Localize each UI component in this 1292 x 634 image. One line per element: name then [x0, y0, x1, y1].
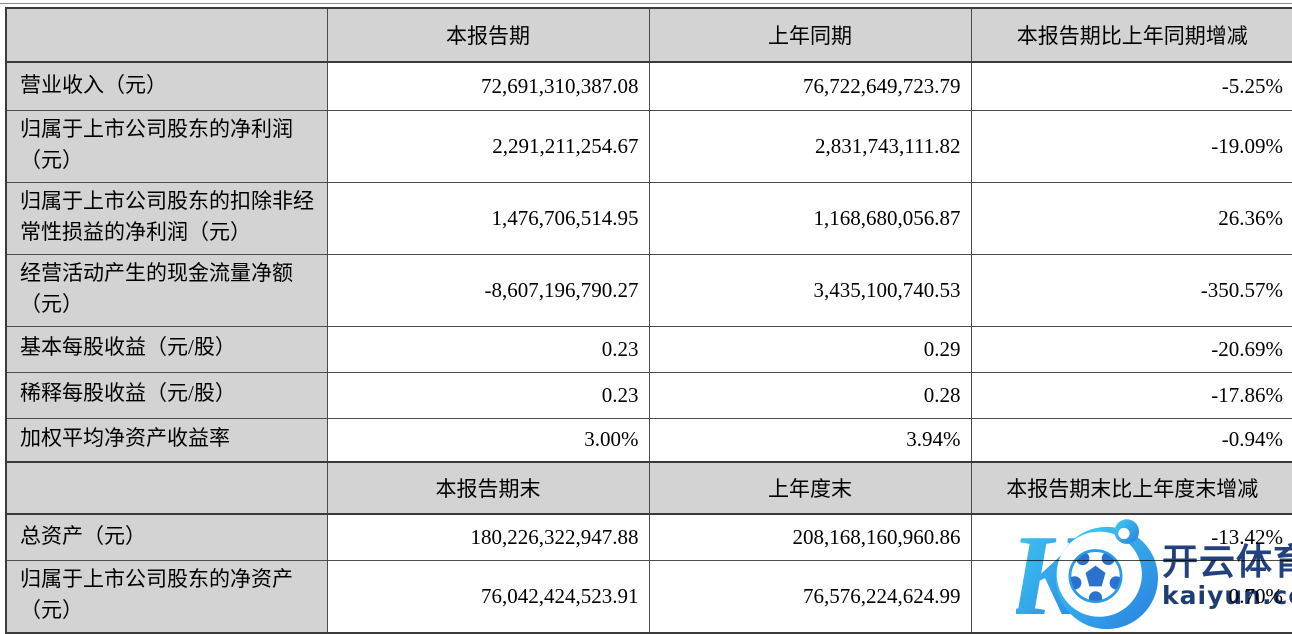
change-value-cell: -17.86% [970, 371, 1292, 419]
change-value-cell: 0.70% [970, 559, 1292, 634]
current-value-cell: 72,691,310,387.08 [326, 61, 650, 111]
current-value-cell: 2,291,211,254.67 [326, 109, 650, 183]
period-end-header-row: 本报告期末 上年度末 本报告期末比上年度末增减 [5, 461, 1292, 515]
table-row: 总资产（元） 180,226,322,947.88 208,168,160,96… [5, 513, 1292, 561]
row-label-cell: 归属于上市公司股东的净利润（元） [5, 109, 328, 183]
row-label-cell: 总资产（元） [5, 513, 328, 561]
change-value-cell: -350.57% [970, 253, 1292, 327]
table-row: 经营活动产生的现金流量净额（元） -8,607,196,790.27 3,435… [5, 253, 1292, 327]
row-label-cell: 稀释每股收益（元/股） [5, 371, 328, 419]
current-value-cell: -8,607,196,790.27 [326, 253, 650, 327]
header-prior-year-end: 上年度末 [648, 461, 972, 515]
change-value-cell: -13.42% [970, 513, 1292, 561]
row-label-cell: 营业收入（元） [5, 61, 328, 111]
header-corner-cell [5, 461, 328, 515]
change-value-cell: 26.36% [970, 181, 1292, 255]
current-value-cell: 1,476,706,514.95 [326, 181, 650, 255]
table-row: 稀释每股收益（元/股） 0.23 0.28 -17.86% [5, 371, 1292, 419]
table-row: 归属于上市公司股东的净利润（元） 2,291,211,254.67 2,831,… [5, 109, 1292, 183]
row-label-cell: 加权平均净资产收益率 [5, 417, 328, 463]
prior-value-cell: 0.29 [648, 325, 972, 373]
header-current-period-end: 本报告期末 [326, 461, 650, 515]
prior-value-cell: 3.94% [648, 417, 972, 463]
row-label-cell: 基本每股收益（元/股） [5, 325, 328, 373]
period-header-row: 本报告期 上年同期 本报告期比上年同期增减 [5, 7, 1292, 63]
header-period-end-change: 本报告期末比上年度末增减 [970, 461, 1292, 515]
change-value-cell: -19.09% [970, 109, 1292, 183]
current-value-cell: 3.00% [326, 417, 650, 463]
row-label-cell: 经营活动产生的现金流量净额（元） [5, 253, 328, 327]
prior-value-cell: 76,576,224,624.99 [648, 559, 972, 634]
header-period-change: 本报告期比上年同期增减 [970, 7, 1292, 63]
table-row: 营业收入（元） 72,691,310,387.08 76,722,649,723… [5, 61, 1292, 111]
table-row: 基本每股收益（元/股） 0.23 0.29 -20.69% [5, 325, 1292, 373]
prior-value-cell: 2,831,743,111.82 [648, 109, 972, 183]
financial-summary-table: 本报告期 上年同期 本报告期比上年同期增减 营业收入（元） 72,691,310… [5, 7, 1292, 634]
current-value-cell: 180,226,322,947.88 [326, 513, 650, 561]
row-label-cell: 归属于上市公司股东的扣除非经常性损益的净利润（元） [5, 181, 328, 255]
row-label-cell: 归属于上市公司股东的净资产（元） [5, 559, 328, 634]
prior-value-cell: 3,435,100,740.53 [648, 253, 972, 327]
page-top-rule [0, 3, 1292, 4]
prior-value-cell: 208,168,160,960.86 [648, 513, 972, 561]
current-value-cell: 0.23 [326, 325, 650, 373]
change-value-cell: -20.69% [970, 325, 1292, 373]
prior-value-cell: 76,722,649,723.79 [648, 61, 972, 111]
change-value-cell: -5.25% [970, 61, 1292, 111]
header-prior-period: 上年同期 [648, 7, 972, 63]
header-current-period: 本报告期 [326, 7, 650, 63]
prior-value-cell: 1,168,680,056.87 [648, 181, 972, 255]
table-row: 加权平均净资产收益率 3.00% 3.94% -0.94% [5, 417, 1292, 463]
prior-value-cell: 0.28 [648, 371, 972, 419]
table-row: 归属于上市公司股东的扣除非经常性损益的净利润（元） 1,476,706,514.… [5, 181, 1292, 255]
header-corner-cell [5, 7, 328, 63]
table-row: 归属于上市公司股东的净资产（元） 76,042,424,523.91 76,57… [5, 559, 1292, 634]
current-value-cell: 0.23 [326, 371, 650, 419]
change-value-cell: -0.94% [970, 417, 1292, 463]
current-value-cell: 76,042,424,523.91 [326, 559, 650, 634]
